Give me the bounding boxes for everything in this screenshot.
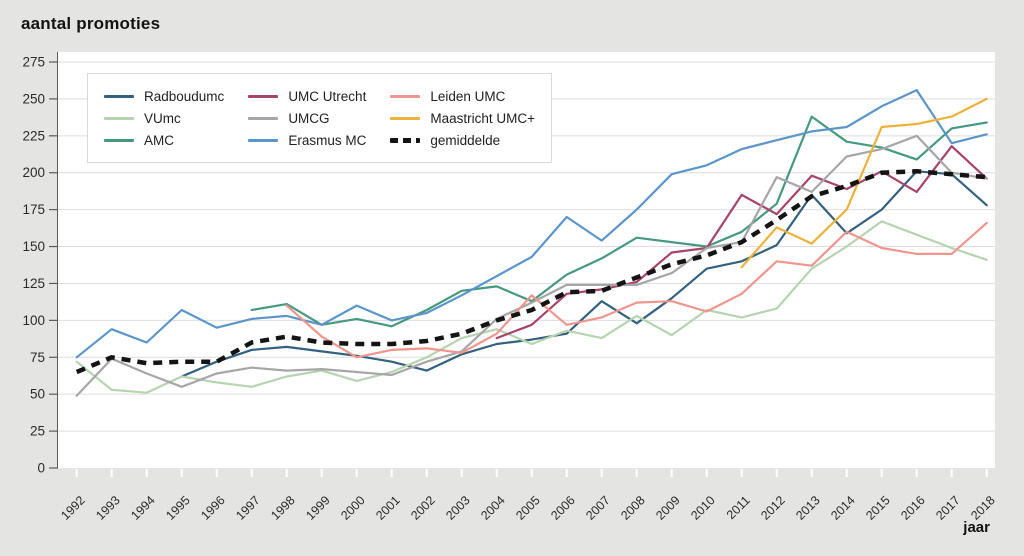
line-swatch-icon (390, 94, 421, 98)
legend-label: VUmc (144, 110, 181, 126)
x-tick-label-2013: 2013 (793, 493, 823, 523)
x-tick-label-1992: 1992 (58, 493, 88, 523)
legend-item-leiden-umc: Leiden UMC (390, 89, 535, 104)
x-tick-label-1994: 1994 (128, 493, 158, 523)
y-tick-label-200: 200 (22, 165, 45, 180)
line-swatch-icon (104, 138, 134, 142)
x-tick-label-2012: 2012 (758, 493, 788, 523)
line-swatch-icon (104, 94, 134, 98)
x-tick-label-2002: 2002 (408, 493, 438, 523)
legend-item-vumc: VUmc (104, 111, 224, 126)
line-swatch-icon (248, 94, 279, 98)
x-tick-label-2014: 2014 (828, 493, 858, 523)
x-tick-label-2015: 2015 (863, 493, 893, 523)
chart-legend: Radboudumc VUmc AMC UMC Utrecht UMCG Era… (87, 73, 552, 163)
series-line-amc (250, 115, 988, 328)
legend-label: Erasmus MC (288, 132, 367, 148)
legend-label: Leiden UMC (430, 88, 506, 104)
legend-item-erasmus-mc: Erasmus MC (248, 133, 366, 148)
x-tick-label-1996: 1996 (198, 493, 228, 523)
x-tick-label-2006: 2006 (548, 493, 578, 523)
series-line-maastricht-umc (740, 97, 988, 269)
legend-label: AMC (144, 132, 174, 148)
y-tick-label-175: 175 (22, 202, 45, 217)
x-tick-label-2008: 2008 (618, 493, 648, 523)
legend-label: Radboudumc (144, 88, 225, 104)
x-tick-label-2011: 2011 (724, 493, 753, 522)
x-tick-label-2005: 2005 (513, 493, 543, 523)
line-swatch-icon (104, 116, 134, 120)
y-tick-label-275: 275 (22, 55, 45, 70)
series-line-gemiddelde (75, 169, 987, 375)
chart-title: aantal promoties (21, 14, 161, 33)
x-tick-label-2000: 2000 (338, 493, 368, 523)
x-axis-title: jaar (963, 519, 990, 536)
line-swatch-icon (390, 116, 421, 120)
y-tick-label-50: 50 (30, 387, 45, 402)
x-tick-label-1997: 1997 (233, 493, 263, 523)
legend-item-gemiddelde: gemiddelde (390, 133, 535, 148)
legend-label: Maastricht UMC+ (430, 110, 535, 126)
line-swatch-icon (248, 116, 279, 120)
legend-item-umc-utrecht: UMC Utrecht (248, 89, 366, 104)
legend-label: UMC Utrecht (288, 88, 367, 104)
x-tick-label-1998: 1998 (268, 493, 298, 523)
legend-item-umcg: UMCG (248, 111, 366, 126)
series-line-leiden-umc (285, 221, 988, 359)
series-line-erasmus-mc (75, 89, 988, 359)
x-tick-label-2016: 2016 (898, 493, 928, 523)
legend-item-amc: AMC (104, 133, 224, 148)
y-tick-label-0: 0 (37, 461, 45, 476)
x-tick-label-2010: 2010 (688, 493, 718, 523)
y-tick-label-150: 150 (22, 239, 45, 254)
y-tick-label-75: 75 (30, 350, 45, 365)
x-tick-label-1993: 1993 (93, 493, 123, 523)
x-tick-label-1995: 1995 (163, 493, 193, 523)
x-tick-label-2017: 2017 (933, 493, 963, 523)
line-swatch-icon (248, 138, 279, 142)
x-tick-label-2003: 2003 (443, 493, 473, 523)
x-tick-label-2009: 2009 (653, 493, 683, 523)
x-tick-label-2001: 2001 (373, 493, 403, 523)
series-line-radboudumc (180, 170, 988, 378)
x-tick-label-2004: 2004 (478, 493, 508, 523)
y-tick-label-225: 225 (22, 128, 45, 143)
y-tick-label-100: 100 (22, 313, 45, 328)
x-tick-label-1999: 1999 (303, 493, 333, 523)
legend-label: UMCG (288, 110, 330, 126)
y-tick-label-250: 250 (22, 91, 45, 106)
series-line-umcg (75, 134, 988, 397)
y-tick-label-25: 25 (30, 424, 45, 439)
series-line-vumc (75, 220, 988, 394)
legend-label: gemiddelde (430, 132, 501, 148)
legend-item-maastricht-umc: Maastricht UMC+ (390, 111, 535, 126)
y-tick-label-125: 125 (22, 276, 45, 291)
dashed-line-swatch-icon (390, 137, 421, 143)
x-tick-label-2007: 2007 (583, 493, 613, 523)
legend-item-radboudumc: Radboudumc (104, 89, 224, 104)
